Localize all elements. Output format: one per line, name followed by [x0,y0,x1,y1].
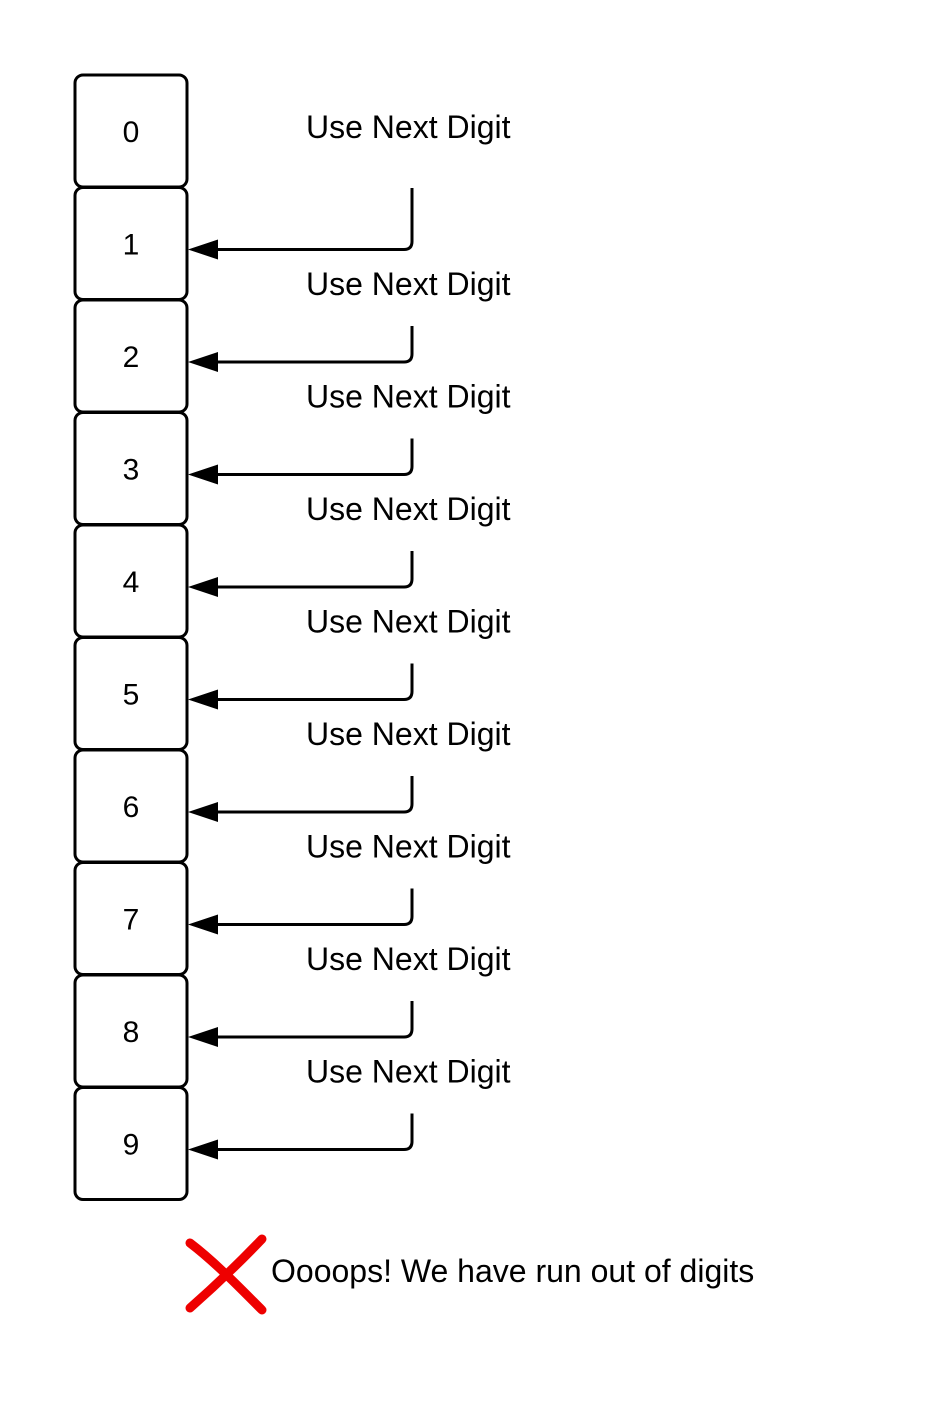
arrow-head [188,464,218,485]
digit-box: 0 [73,73,189,189]
overflow-message-text: Oooops! We have run out of digits [271,1253,754,1289]
arrow-head [188,1139,218,1160]
digit-label: 4 [123,566,140,599]
arrow-head [188,914,218,935]
arrow-connector [213,888,414,926]
digit-label: 9 [123,1129,140,1162]
arrow-head [188,352,218,372]
use-next-digit-label: Use Next Digit [306,604,511,640]
arrow-head [188,1027,218,1047]
step-8: Use Next Digit [188,941,511,1047]
digit-box-frame [73,1086,189,1201]
arrow-head [188,577,218,597]
use-next-digit-label: Use Next Digit [306,941,511,977]
digit-box: 4 [73,523,189,639]
digit-label: 0 [123,116,140,149]
use-next-digit-label: Use Next Digit [306,1054,511,1090]
arrow-connector [213,776,414,814]
step-9: Use Next Digit [188,1054,511,1160]
arrow-head [188,802,218,822]
use-next-digit-label: Use Next Digit [306,491,511,527]
use-next-digit-label: Use Next Digit [306,829,511,865]
digit-box: 1 [73,186,189,301]
digit-label: 8 [123,1016,140,1049]
step-6: Use Next Digit [188,716,511,822]
use-next-digit-label: Use Next Digit [306,716,511,752]
digit-label: 5 [123,679,140,712]
arrow-connector [213,551,414,589]
use-next-digit-label: Use Next Digit [306,266,511,302]
digit-box: 3 [73,411,189,526]
digit-box: 6 [73,748,189,864]
arrow-connector [213,1001,414,1039]
use-next-digit-label: Use Next Digit [306,379,511,415]
arrow-head [188,689,218,710]
step-5: Use Next Digit [188,604,511,710]
digit-box: 5 [73,636,189,751]
digit-label: 3 [123,454,140,487]
digit-box: 8 [73,973,189,1089]
use-next-digit-label: Use Next Digit [306,109,511,145]
digit-box: 7 [73,861,189,976]
digit-label: 2 [123,341,140,374]
digit-label: 6 [123,791,140,824]
step-arrows: Use Next Digit Use Next Digit Use Next Dig… [188,109,511,1160]
step-1: Use Next Digit [188,109,511,260]
digit-label: 1 [123,229,140,262]
arrow-head [188,239,218,260]
digit-column: 0 1 2 3 4 5 6 7 8 9 [73,73,189,1201]
arrow-connector [213,188,414,251]
digit-box: 9 [73,1086,189,1201]
digit-label: 7 [123,904,140,937]
arrow-connector [213,326,414,364]
step-7: Use Next Digit [188,829,511,935]
digit-box: 2 [73,298,189,414]
arrow-connector [213,438,414,476]
arrow-connector [213,1113,414,1151]
red-x-icon [185,1234,267,1315]
step-2: Use Next Digit [188,266,511,372]
arrow-connector [213,663,414,701]
step-4: Use Next Digit [188,491,511,597]
overflow-message: Oooops! We have run out of digits [185,1234,754,1315]
step-3: Use Next Digit [188,379,511,485]
